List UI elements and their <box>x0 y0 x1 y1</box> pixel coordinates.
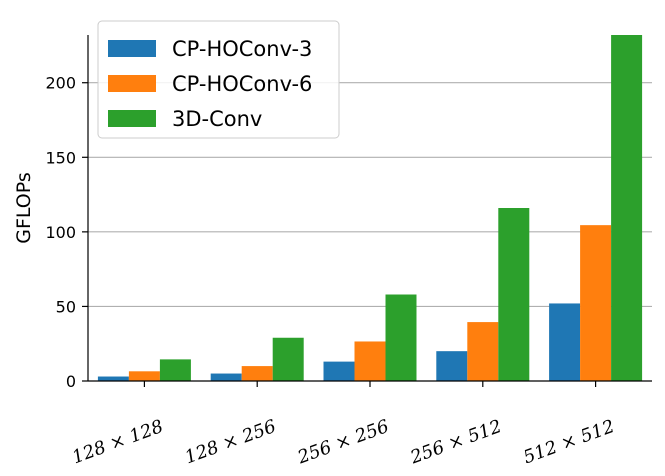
bar-cp-hoconv-6-3 <box>354 341 386 381</box>
bar-cp-hoconv-3-2 <box>210 373 242 381</box>
x-tick-label: 128 × 128 <box>69 416 166 468</box>
x-ticks: 128 × 128 128 × 256 256 × 256 256 × 512 512 … <box>69 381 617 469</box>
bar-3d-conv-2 <box>272 337 304 381</box>
bar-cp-hoconv-3-1 <box>97 376 129 381</box>
x-tick-label: 512 × 512 <box>521 416 618 468</box>
y-tick-label: 0 <box>66 372 76 391</box>
bars <box>97 35 643 381</box>
legend-label: 3D-Conv <box>172 107 262 131</box>
x-tick-label: 256 × 256 <box>294 416 392 469</box>
y-ticks: 0 50 100 150 200 <box>45 74 88 391</box>
y-tick-label: 50 <box>56 297 76 316</box>
x-tick-label: 128 × 256 <box>182 416 279 468</box>
legend: CP-HOConv-3 CP-HOConv-6 3D-Conv <box>97 20 340 139</box>
bar-cp-hoconv-6-4 <box>467 322 499 381</box>
bar-cp-hoconv-6-5 <box>580 225 612 381</box>
legend-box <box>97 20 340 139</box>
y-tick-label: 100 <box>45 223 76 242</box>
bar-3d-conv-3 <box>385 294 417 381</box>
bar-3d-conv-1 <box>159 359 191 381</box>
legend-swatch <box>108 40 156 57</box>
bar-cp-hoconv-3-5 <box>549 303 581 381</box>
bar-cp-hoconv-6-1 <box>128 371 160 381</box>
bar-cp-hoconv-3-3 <box>323 361 355 381</box>
y-axis-label: GFLOPs <box>13 172 35 244</box>
legend-swatch <box>108 110 156 127</box>
bar-3d-conv-5 <box>611 35 643 381</box>
legend-label: CP-HOConv-6 <box>172 72 312 96</box>
bar-3d-conv-4 <box>498 208 530 381</box>
x-tick-label: 256 × 512 <box>407 416 505 469</box>
legend-label: CP-HOConv-3 <box>172 37 312 61</box>
legend-swatch <box>108 75 156 92</box>
bar-cp-hoconv-3-4 <box>436 351 468 381</box>
y-tick-label: 150 <box>45 148 76 167</box>
y-tick-label: 200 <box>45 74 76 93</box>
bar-cp-hoconv-6-2 <box>241 366 273 381</box>
